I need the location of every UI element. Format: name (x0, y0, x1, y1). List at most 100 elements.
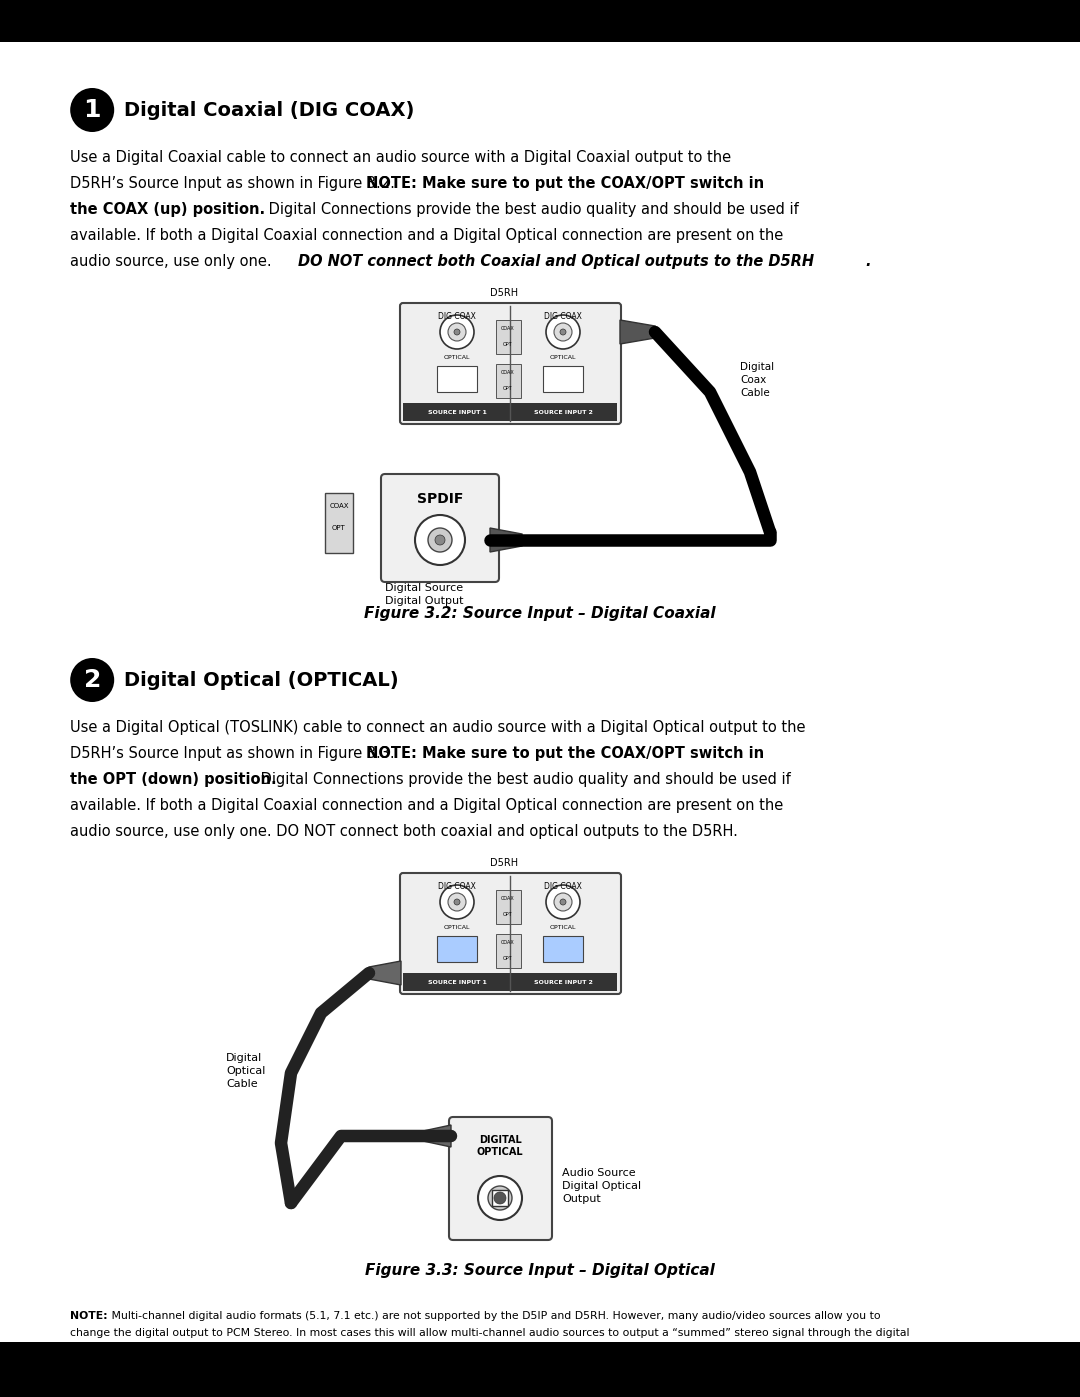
Bar (403, 402, 510, 420)
Text: 2: 2 (83, 668, 100, 692)
Text: OPT: OPT (503, 386, 513, 391)
Text: Multi-channel digital audio formats (5.1, 7.1 etc.) are not supported by the D5I: Multi-channel digital audio formats (5.1… (108, 1310, 881, 1322)
Circle shape (454, 900, 460, 905)
Text: audio source, use only one. DO NOT connect both coaxial and optical outputs to t: audio source, use only one. DO NOT conne… (70, 824, 738, 840)
Circle shape (488, 1186, 512, 1210)
Text: Digital Connections provide the best audio quality and should be used if: Digital Connections provide the best aud… (256, 773, 791, 787)
Circle shape (70, 658, 114, 703)
Bar (496, 320, 521, 353)
Text: the COAX (up) position.: the COAX (up) position. (70, 203, 266, 217)
Text: Use a Digital Coaxial cable to connect an audio source with a Digital Coaxial ou: Use a Digital Coaxial cable to connect a… (70, 149, 731, 165)
Text: COAX: COAX (501, 897, 515, 901)
Text: 1: 1 (83, 98, 100, 122)
Text: Digital Source
Digital Output: Digital Source Digital Output (384, 583, 463, 606)
Text: available. If both a Digital Coaxial connection and a Digital Optical connection: available. If both a Digital Coaxial con… (70, 228, 783, 243)
Text: audio source, use only one.: audio source, use only one. (70, 254, 276, 270)
Text: COAX: COAX (501, 327, 515, 331)
Text: DIGITAL
OPTICAL: DIGITAL OPTICAL (476, 1134, 524, 1157)
Circle shape (554, 323, 572, 341)
Text: OPTICAL: OPTICAL (550, 925, 577, 930)
Text: the OPT (down) position.: the OPT (down) position. (70, 773, 276, 787)
Text: - 15 -: - 15 - (978, 1370, 1010, 1383)
Text: Figure 3.3: Source Input – Digital Optical: Figure 3.3: Source Input – Digital Optic… (365, 1263, 715, 1278)
Text: DIG COAX: DIG COAX (544, 312, 582, 321)
Bar (496, 365, 521, 398)
Text: .: . (865, 254, 870, 270)
Bar (510, 402, 617, 420)
Text: NOTE:: NOTE: (70, 1363, 108, 1375)
Bar (0, 0, 1080, 42)
Text: Some audio sources which utilize a digital output require that you enable the di: Some audio sources which utilize a digit… (108, 1363, 887, 1375)
Circle shape (478, 1176, 522, 1220)
Circle shape (448, 323, 465, 341)
Text: OPT: OPT (503, 911, 513, 916)
Text: output. Consult the audio/video source manual for details.: output. Consult the audio/video source m… (70, 1345, 389, 1355)
Text: Digital Connections provide the best audio quality and should be used if: Digital Connections provide the best aud… (265, 203, 799, 217)
Text: check the setup menu of the audio source to confirm that the digital output is e: check the setup menu of the audio source… (70, 1382, 548, 1391)
Text: OPT: OPT (333, 525, 346, 531)
FancyBboxPatch shape (449, 1118, 552, 1241)
Text: D5RH’s Source Input as shown in Figure 3.2.: D5RH’s Source Input as shown in Figure 3… (70, 176, 400, 191)
Bar (496, 935, 521, 968)
Text: D5RH: D5RH (490, 858, 518, 868)
Bar (437, 936, 477, 963)
Polygon shape (490, 528, 522, 552)
Text: D5RH: D5RH (490, 288, 518, 298)
Text: Use a Digital Optical (TOSLINK) cable to connect an audio source with a Digital : Use a Digital Optical (TOSLINK) cable to… (70, 719, 806, 735)
Circle shape (440, 886, 474, 919)
Text: COAX: COAX (501, 940, 515, 946)
Circle shape (415, 515, 465, 564)
Circle shape (435, 535, 445, 545)
Bar (0, 1343, 1080, 1397)
Text: COAX: COAX (501, 370, 515, 376)
Text: SPDIF: SPDIF (417, 492, 463, 506)
Text: DO NOT connect both Coaxial and Optical outputs to the D5RH: DO NOT connect both Coaxial and Optical … (298, 254, 814, 270)
Text: NOTE:: NOTE: (70, 1310, 108, 1322)
Bar (496, 890, 521, 923)
Circle shape (546, 886, 580, 919)
Text: Digital
Coax
Cable: Digital Coax Cable (740, 362, 774, 398)
Bar (543, 366, 583, 393)
Circle shape (448, 893, 465, 911)
Text: SOURCE INPUT 1: SOURCE INPUT 1 (428, 979, 486, 985)
Circle shape (546, 314, 580, 349)
Polygon shape (423, 1125, 451, 1147)
Text: COAX: COAX (329, 503, 349, 509)
Text: NOTE: Make sure to put the COAX/OPT switch in: NOTE: Make sure to put the COAX/OPT swit… (366, 176, 765, 191)
Circle shape (561, 330, 566, 335)
Bar (325, 493, 353, 553)
Circle shape (561, 900, 566, 905)
Circle shape (70, 88, 114, 131)
Text: OPTICAL: OPTICAL (444, 355, 470, 360)
Circle shape (440, 314, 474, 349)
Bar (510, 972, 617, 990)
Bar (403, 972, 510, 990)
Text: D5RH’s Source Input as shown in Figure 3.3.: D5RH’s Source Input as shown in Figure 3… (70, 746, 400, 761)
Bar (492, 1190, 508, 1206)
Text: Figure 3.2: Source Input – Digital Coaxial: Figure 3.2: Source Input – Digital Coaxi… (364, 606, 716, 622)
FancyBboxPatch shape (400, 303, 621, 425)
Text: OPT: OPT (503, 341, 513, 346)
Text: Digital Coaxial (DIG COAX): Digital Coaxial (DIG COAX) (124, 101, 415, 120)
Text: DIG COAX: DIG COAX (544, 882, 582, 891)
FancyBboxPatch shape (381, 474, 499, 583)
Text: NOTE: Make sure to put the COAX/OPT switch in: NOTE: Make sure to put the COAX/OPT swit… (366, 746, 765, 761)
Text: OPTICAL: OPTICAL (444, 925, 470, 930)
Text: Digital Optical (OPTICAL): Digital Optical (OPTICAL) (124, 671, 399, 690)
Circle shape (428, 528, 453, 552)
Polygon shape (620, 320, 654, 344)
Circle shape (494, 1192, 507, 1204)
Text: SOURCE INPUT 2: SOURCE INPUT 2 (534, 979, 593, 985)
Polygon shape (369, 961, 401, 985)
Bar (437, 366, 477, 393)
Text: SOURCE INPUT 1: SOURCE INPUT 1 (428, 409, 486, 415)
Text: change the digital output to PCM Stereo. In most cases this will allow multi-cha: change the digital output to PCM Stereo.… (70, 1329, 909, 1338)
Text: Audio Source
Digital Optical
Output: Audio Source Digital Optical Output (562, 1168, 642, 1204)
FancyBboxPatch shape (400, 873, 621, 995)
Text: DIG COAX: DIG COAX (438, 882, 476, 891)
Text: available. If both a Digital Coaxial connection and a Digital Optical connection: available. If both a Digital Coaxial con… (70, 798, 783, 813)
Text: OPTICAL: OPTICAL (550, 355, 577, 360)
Bar (543, 936, 583, 963)
Text: OPT: OPT (503, 956, 513, 961)
Circle shape (554, 893, 572, 911)
